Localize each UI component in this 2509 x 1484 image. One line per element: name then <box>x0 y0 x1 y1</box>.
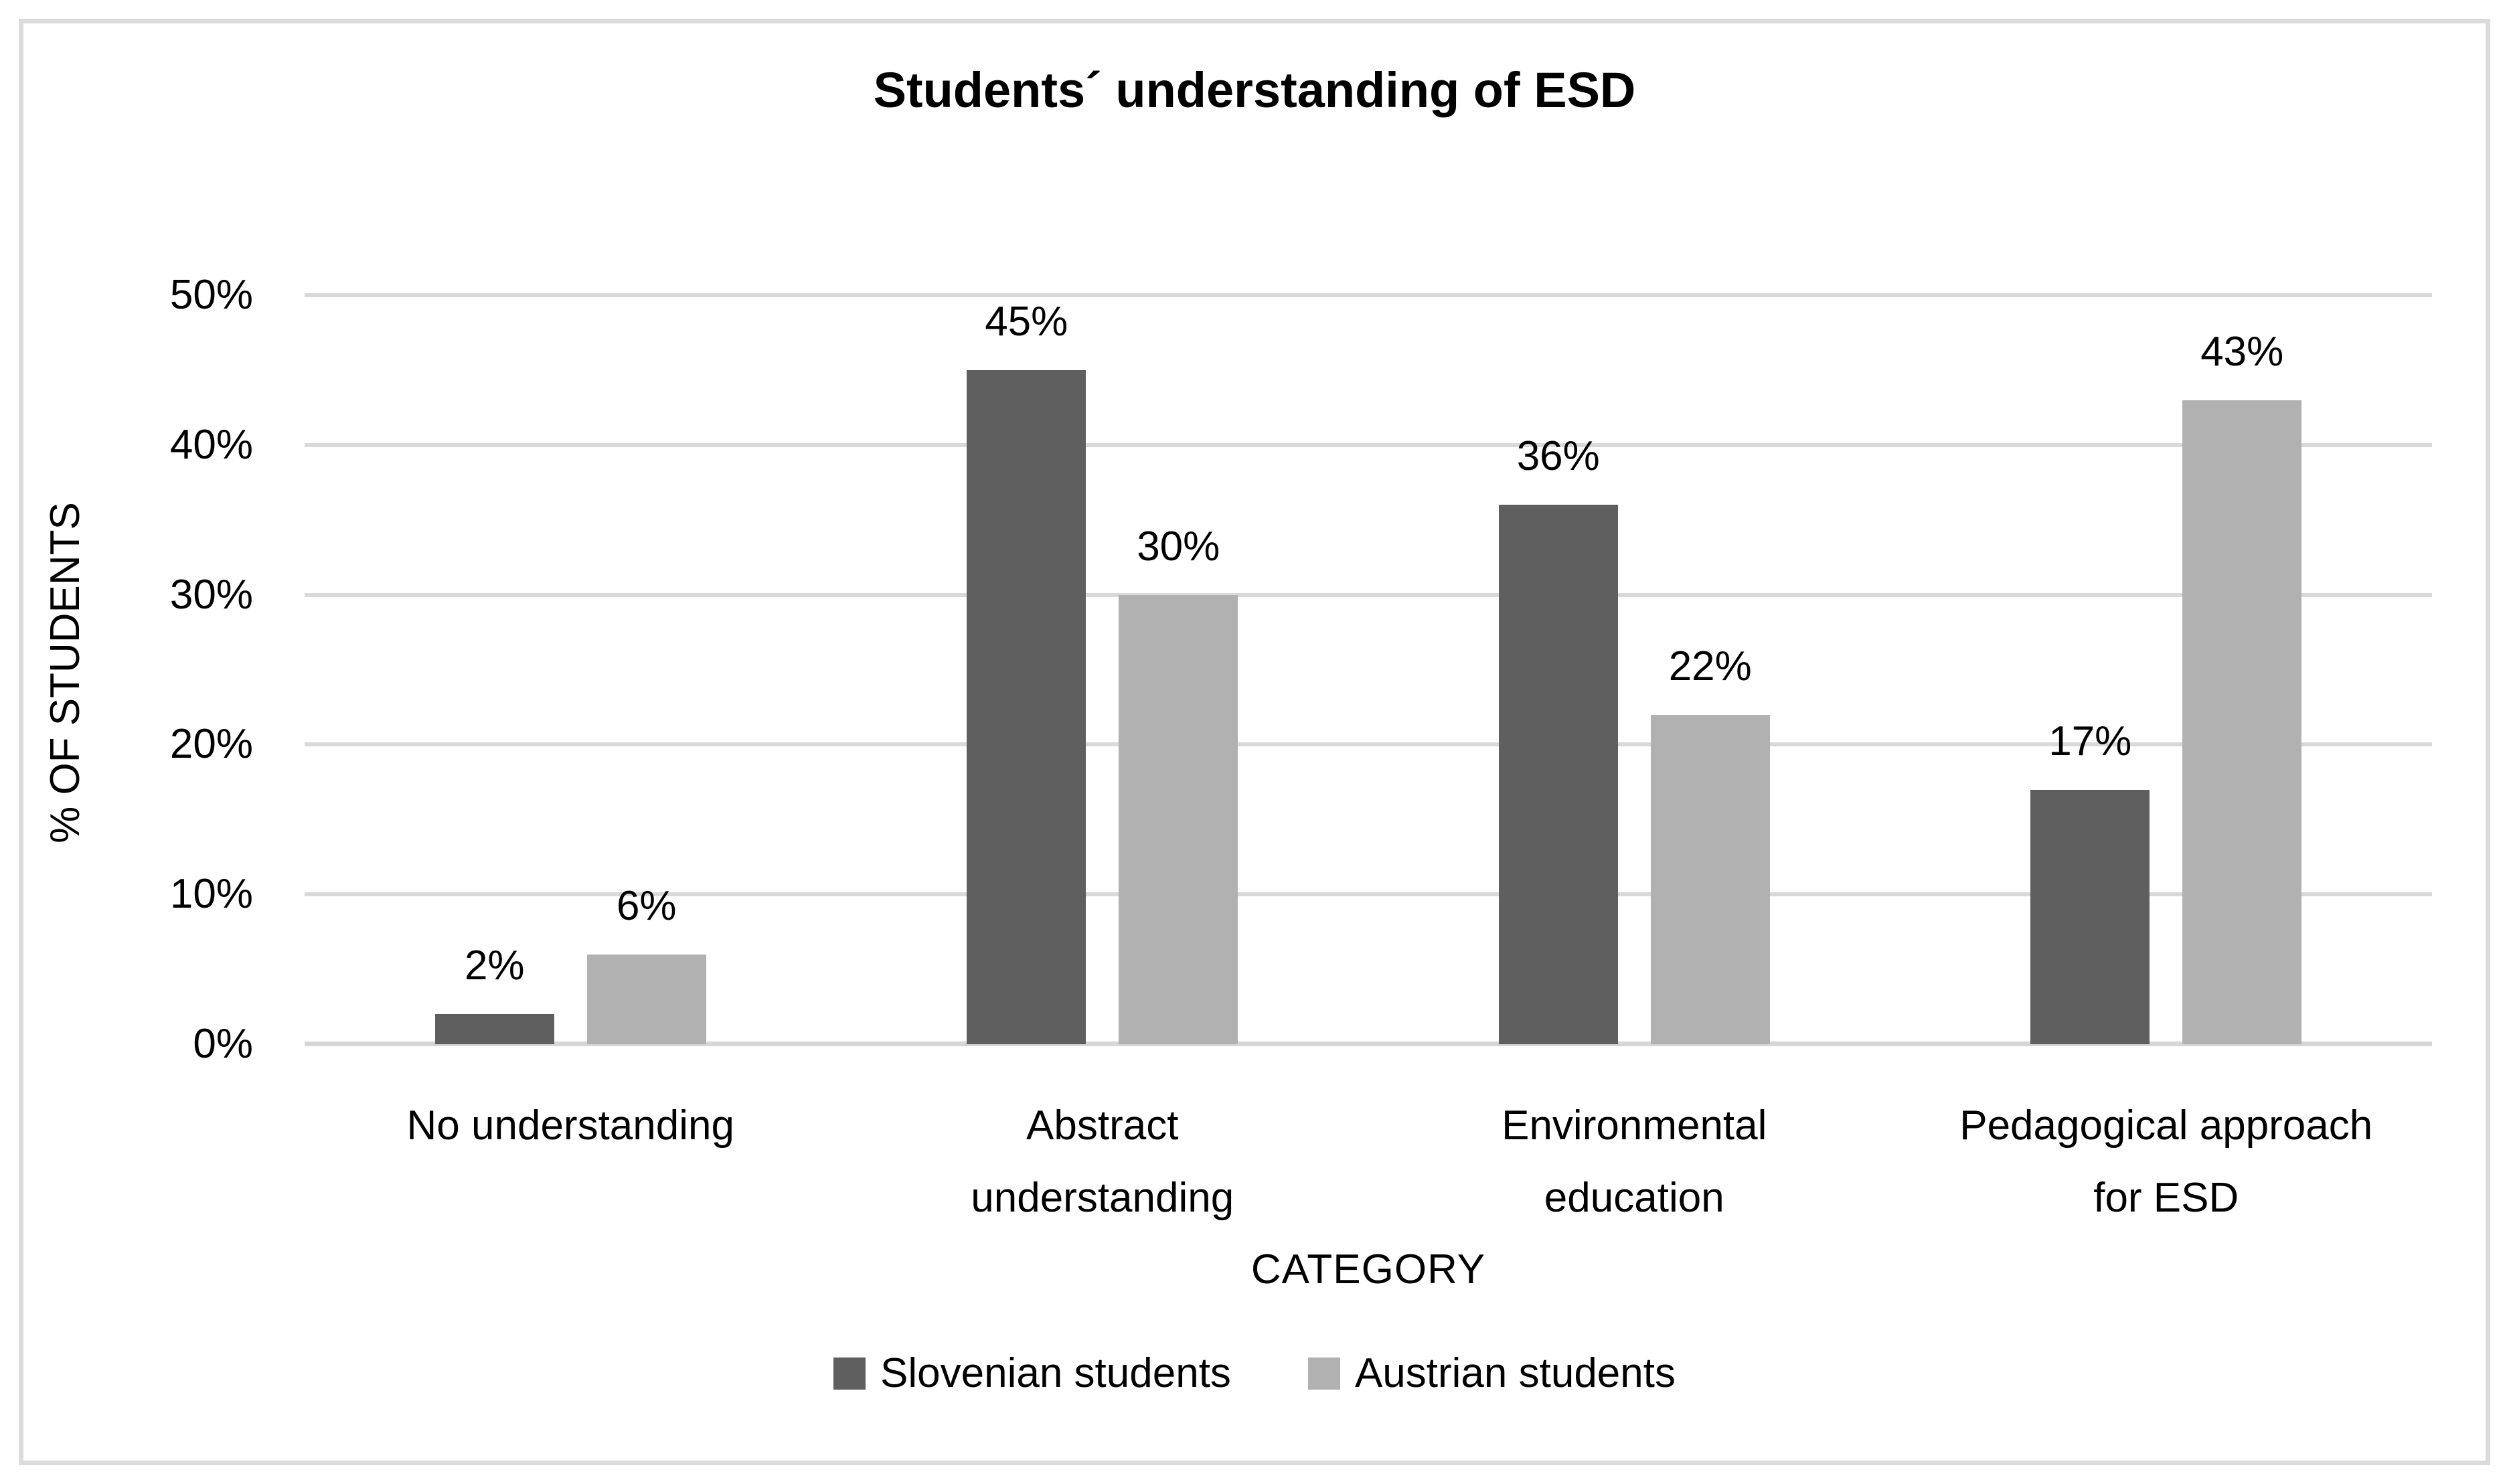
category-label-no-understanding: No understanding <box>406 1102 734 1149</box>
bar-austrian-students-no-understanding: 6% <box>586 883 706 1044</box>
y-tick-label-30%: 30% <box>169 571 253 618</box>
data-label-slovenian-students-pedagogical-approach-for-esd: 17% <box>2048 718 2132 764</box>
gridline-20% <box>305 742 2432 747</box>
chart-title: Students´ understanding of ESD <box>873 62 1636 118</box>
x-axis-line <box>305 1042 2432 1046</box>
data-label-austrian-students-environmental-education: 22% <box>1668 643 1752 689</box>
legend-item-austrian-students: Austrian students <box>1307 1350 1676 1396</box>
bar-slovenian-students-pedagogical-approach-for-esd: 17% <box>2030 718 2150 1044</box>
data-label-austrian-students-abstract-understanding: 30% <box>1137 523 1220 570</box>
bar-slovenian-students-no-understanding: 2% <box>434 943 554 1044</box>
data-label-slovenian-students-environmental-education: 36% <box>1516 433 1600 480</box>
legend-label-austrian-students: Austrian students <box>1354 1350 1676 1396</box>
legend: Slovenian students Austrian students <box>0 1351 2509 1396</box>
legend-marker-austrian-students <box>1307 1357 1340 1390</box>
category-label-abstract-understanding: Abstract understanding <box>971 1102 1234 1221</box>
category-label-environmental-education: Environmental education <box>1502 1102 1767 1221</box>
y-tick-label-50%: 50% <box>169 272 253 318</box>
bar-slovenian-students-abstract-understanding: 45% <box>967 299 1086 1044</box>
y-tick-label-20%: 20% <box>169 721 253 768</box>
gridline-30% <box>305 592 2432 597</box>
bar-group-no-understanding: 2% 6% <box>305 295 837 1044</box>
legend-item-slovenian-students: Slovenian students <box>833 1351 1231 1396</box>
data-label-slovenian-students-no-understanding: 2% <box>464 942 525 989</box>
bar-group-pedagogical-approach-for-esd: 17% 43% <box>1900 295 2433 1044</box>
gridline-10% <box>305 892 2432 897</box>
x-axis-title: CATEGORY <box>1250 1246 1486 1293</box>
bar-slovenian-students-environmental-education: 36% <box>1498 434 1618 1044</box>
y-tick-label-40%: 40% <box>169 421 253 468</box>
y-tick-label-10%: 10% <box>169 871 253 918</box>
plot-area <box>305 293 2432 1046</box>
bar-group-environmental-education: 36% 22% <box>1368 295 1900 1044</box>
category-axis: No understanding Abstract understanding Env… <box>305 1090 2432 1234</box>
legend-label-slovenian-students: Slovenian students <box>880 1350 1231 1396</box>
legend-marker-slovenian-students <box>833 1357 866 1390</box>
gridline-40% <box>305 442 2432 447</box>
bar-austrian-students-abstract-understanding: 30% <box>1119 523 1238 1044</box>
y-tick-label-0%: 0% <box>193 1021 253 1067</box>
gridline-50% <box>305 293 2432 297</box>
data-label-slovenian-students-abstract-understanding: 45% <box>985 298 1068 345</box>
bar-group-abstract-understanding: 45% 30% <box>837 295 1369 1044</box>
bar-austrian-students-environmental-education: 22% <box>1650 643 1770 1044</box>
bar-groups: 2% 6% 45% 30% 36% 22% 17% 43% <box>305 295 2432 1044</box>
category-label-pedagogical-approach-for-esd: Pedagogical approach for ESD <box>1959 1102 2373 1221</box>
data-label-austrian-students-no-understanding: 6% <box>616 882 677 929</box>
bar-austrian-students-pedagogical-approach-for-esd: 43% <box>2182 329 2302 1044</box>
data-label-austrian-students-pedagogical-approach-for-esd: 43% <box>2200 328 2284 375</box>
